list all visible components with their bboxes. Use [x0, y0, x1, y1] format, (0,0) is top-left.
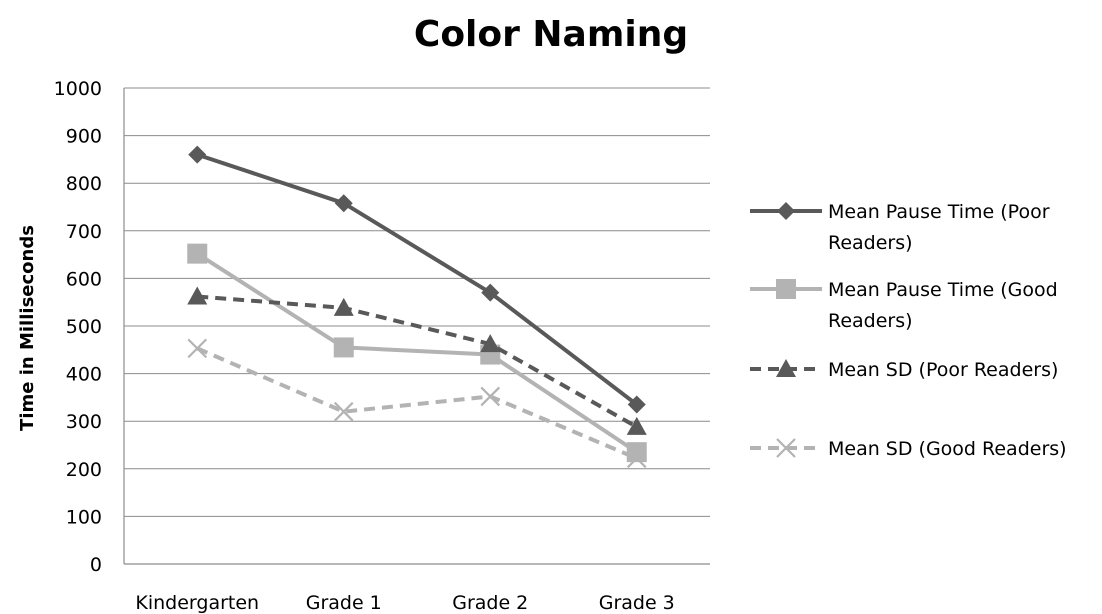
data-point [480, 334, 501, 353]
data-point [627, 395, 646, 414]
y-tick-label: 300 [66, 411, 102, 433]
legend: Mean Pause Time (Poor Readers) Mean Pause … [750, 201, 1067, 460]
x-tick-label: Kindergarten [135, 592, 259, 614]
series-line [197, 294, 638, 429]
data-point [626, 448, 647, 469]
y-tick-label: 0 [90, 554, 102, 576]
y-tick-label: 900 [66, 126, 102, 148]
y-tick-label: 800 [66, 173, 102, 195]
data-point [480, 386, 501, 407]
marker-x-stroke [626, 448, 647, 469]
legend-label: Mean SD (Good Readers) [828, 438, 1067, 460]
legend-label: Mean SD (Poor Readers) [828, 359, 1058, 381]
x-tick-label: Grade 2 [452, 592, 528, 614]
y-tick-label: 600 [66, 268, 102, 290]
y-tick-label: 400 [66, 364, 102, 386]
series-line [196, 346, 638, 461]
data-point [188, 145, 207, 164]
data-point [333, 401, 354, 422]
y-tick-label: 100 [66, 506, 102, 528]
y-tick-label: 500 [66, 316, 102, 338]
y-axis-label: Time in Milliseconds [17, 225, 38, 431]
marker-square [776, 279, 796, 299]
data-point [187, 286, 208, 305]
data-point [187, 338, 208, 359]
marker-x-stroke [333, 401, 354, 422]
legend-label: Mean Pause Time (Poor [828, 201, 1050, 223]
marker-diamond [777, 202, 795, 220]
data-point [626, 416, 647, 435]
marker-x-stroke [480, 386, 501, 407]
marker-x [776, 438, 796, 458]
marker-x-stroke [187, 338, 208, 359]
legend-label: Readers) [828, 310, 913, 332]
chart-title: Color Naming [414, 14, 688, 55]
x-tick-label: Grade 3 [599, 592, 675, 614]
y-tick-label: 700 [66, 221, 102, 243]
y-tick-label: 200 [66, 459, 102, 481]
x-tick-label: Grade 1 [306, 592, 382, 614]
series-line [196, 152, 638, 407]
legend-label: Readers) [828, 232, 913, 254]
data-point [187, 243, 208, 264]
data-point [333, 297, 354, 316]
data-point [481, 283, 500, 302]
marker-triangle [776, 359, 796, 377]
plot-area: 0 100 200 300 400 500 600 700 800 900 1000 Kinderga… [54, 78, 710, 614]
marker-x-stroke [776, 438, 796, 458]
legend-label: Mean Pause Time (Good [828, 279, 1058, 301]
y-tick-label: 1000 [54, 78, 102, 100]
data-point [333, 337, 354, 358]
data-point [334, 194, 353, 213]
